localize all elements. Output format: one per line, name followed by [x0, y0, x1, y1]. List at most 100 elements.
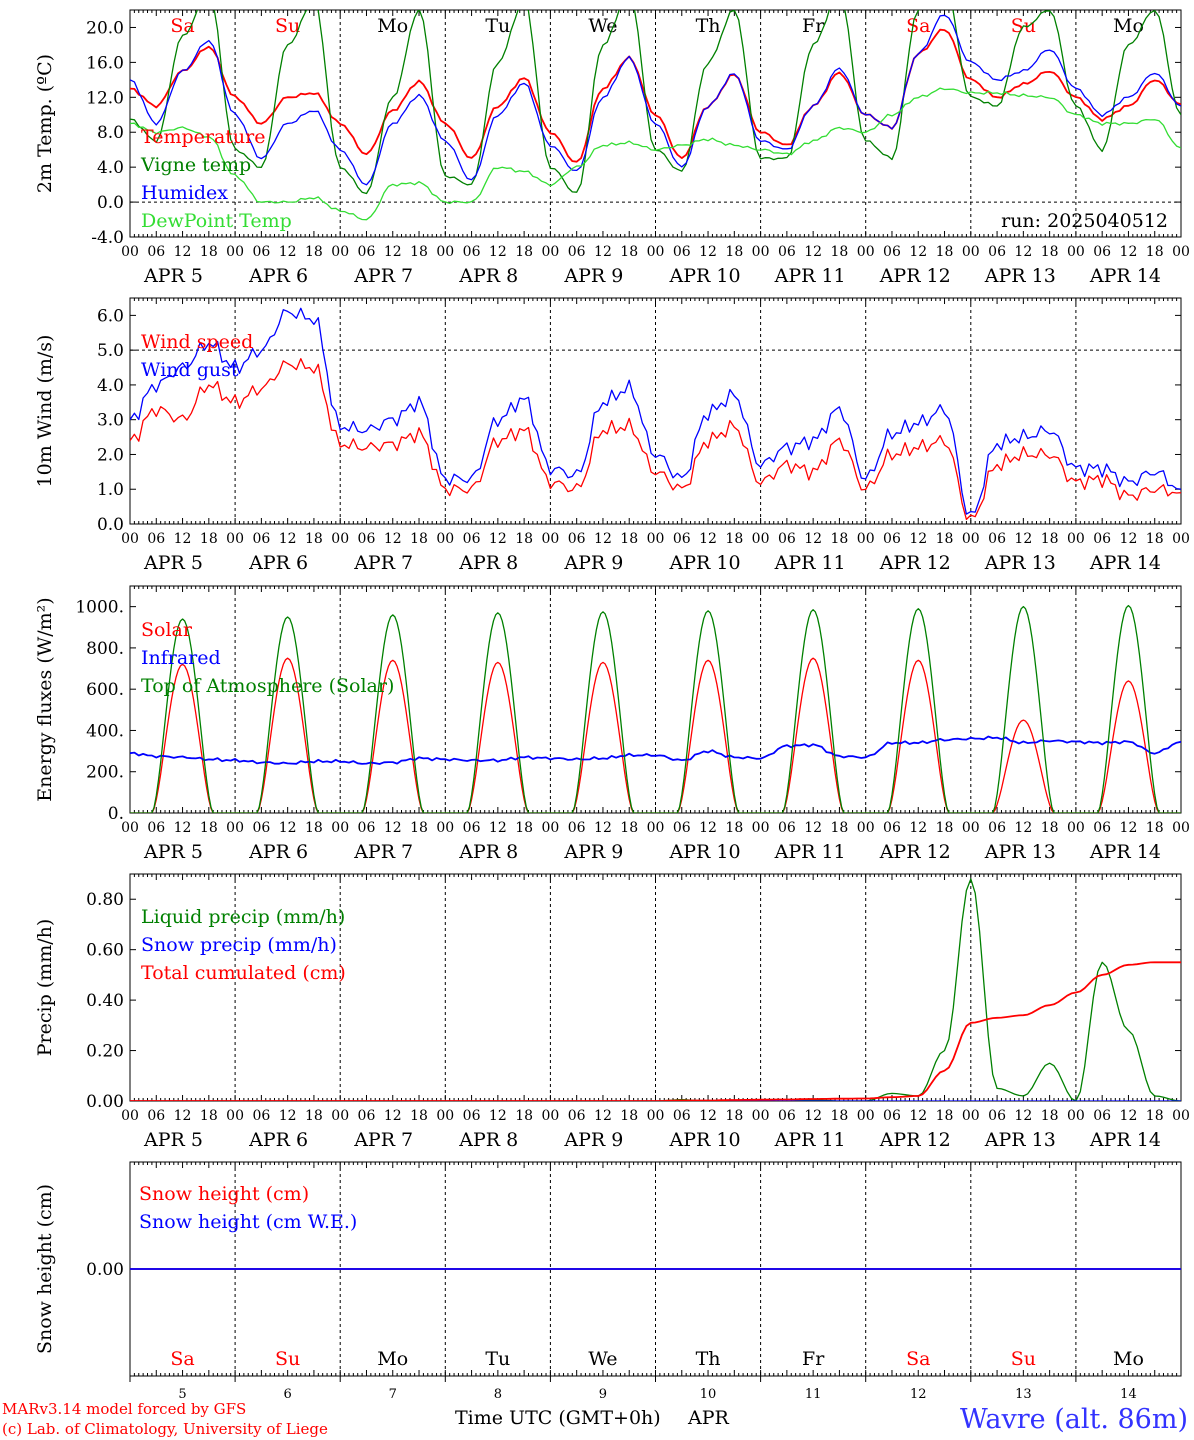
date-label: APR 8: [458, 1129, 518, 1151]
legend-temperature: Temperature: [141, 126, 265, 148]
hour-label: 18: [200, 820, 218, 836]
hour-label: 06: [568, 531, 586, 547]
hour-label: 00: [226, 531, 244, 547]
date-label: APR 14: [1089, 552, 1161, 574]
day-name: Mo: [1113, 15, 1144, 37]
y-axis-label: 2m Temp. (ºC): [34, 54, 56, 193]
date-label: APR 11: [774, 1129, 846, 1151]
hour-label: 00: [647, 1108, 665, 1124]
hour-label: 06: [252, 244, 270, 260]
hour-label: 00: [226, 820, 244, 836]
hour-label: 06: [252, 820, 270, 836]
month-label: APR: [687, 1407, 730, 1429]
hour-label: 18: [725, 244, 743, 260]
hour-label: 12: [384, 531, 402, 547]
date-label: APR 8: [458, 841, 518, 863]
legend-wind-gust: Wind gust: [141, 359, 239, 381]
hour-label: 12: [1120, 531, 1138, 547]
day-name: We: [588, 15, 617, 37]
hour-label: 18: [1146, 531, 1164, 547]
y-axis-label: Energy fluxes (W/m²): [34, 597, 56, 801]
hour-label: 18: [725, 820, 743, 836]
y-tick-label: 0.80: [86, 890, 124, 910]
hour-label: 18: [725, 531, 743, 547]
y-axis-label: Snow height (cm): [34, 1184, 56, 1354]
hour-label: 06: [673, 820, 691, 836]
precip-legend: Liquid precip (mm/h) Snow precip (mm/h) …: [141, 906, 346, 984]
hour-label: 00: [541, 244, 559, 260]
hour-label: 18: [620, 244, 638, 260]
hour-label: 18: [936, 531, 954, 547]
series-top-of-atmosphere-solar: [130, 604, 1181, 813]
hour-label: 00: [1172, 244, 1190, 260]
day-number: 5: [178, 1387, 186, 1402]
hour-label: 18: [410, 531, 428, 547]
y-axis-label: 10m Wind (m/s): [34, 335, 56, 488]
date-label: APR 5: [143, 552, 203, 574]
y-tick-label: 800.: [86, 639, 124, 659]
date-label: APR 13: [984, 841, 1056, 863]
legend-snow-height: Snow height (cm): [139, 1183, 309, 1205]
hour-label: 06: [147, 531, 165, 547]
hour-label: 00: [121, 531, 139, 547]
hour-label: 06: [1093, 531, 1111, 547]
day-name: Mo: [377, 1348, 408, 1370]
hour-label: 18: [1041, 531, 1059, 547]
hour-label: 12: [489, 820, 507, 836]
hour-label: 18: [1041, 244, 1059, 260]
date-label: APR 6: [248, 552, 308, 574]
date-label: APR 6: [248, 841, 308, 863]
hour-label: 18: [831, 820, 849, 836]
date-label: APR 6: [248, 265, 308, 287]
hour-label: 06: [147, 244, 165, 260]
y-tick-label: 4.0: [97, 158, 124, 178]
date-label: APR 7: [353, 265, 413, 287]
hour-label: 00: [647, 820, 665, 836]
hour-label: 18: [515, 244, 533, 260]
day-name: Fr: [802, 15, 825, 37]
y-tick-label: 20.0: [86, 18, 124, 38]
day-name: Th: [696, 15, 721, 37]
hour-label: 18: [200, 531, 218, 547]
day-number: 8: [494, 1387, 502, 1402]
snow-legend: Snow height (cm) Snow height (cm W.E.): [139, 1183, 357, 1233]
hour-label: 12: [699, 820, 717, 836]
hour-label: 06: [778, 820, 796, 836]
hour-label: 18: [305, 820, 323, 836]
station-name: Wavre (alt. 86m): [960, 1404, 1188, 1435]
hour-label: 06: [568, 820, 586, 836]
hour-label: 06: [252, 531, 270, 547]
hour-label: 12: [1120, 1108, 1138, 1124]
panel-5: 0.00 Snow height (cm) Sa Su Mo Tu We Th Fr Sa Su Mo…: [34, 1161, 1182, 1402]
hour-label: 00: [436, 244, 454, 260]
day-number: 10: [700, 1387, 717, 1402]
hour-label: 06: [358, 820, 376, 836]
series-dewpoint-temp: [130, 87, 1181, 221]
hour-label: 12: [909, 1108, 927, 1124]
hour-label: 06: [463, 1108, 481, 1124]
hour-label: 06: [988, 244, 1006, 260]
y-tick-label: 8.0: [97, 123, 124, 143]
hour-label: 00: [962, 820, 980, 836]
y-tick-label: 1.0: [97, 480, 124, 500]
hour-label: 12: [174, 1108, 192, 1124]
hour-label: 00: [436, 1108, 454, 1124]
date-label: APR 12: [879, 1129, 951, 1151]
hour-label: 18: [620, 820, 638, 836]
footer: MARv3.14 model forced by GFS (c) Lab. of…: [2, 1400, 1188, 1438]
hour-label: 12: [1014, 820, 1032, 836]
hour-label: 06: [147, 820, 165, 836]
day-name: Mo: [377, 15, 408, 37]
hour-label: 06: [673, 531, 691, 547]
date-label: APR 11: [774, 552, 846, 574]
date-label: APR 5: [143, 265, 203, 287]
hour-label: 18: [515, 820, 533, 836]
hour-label: 00: [1172, 1108, 1190, 1124]
y-tick-label: 0.: [108, 804, 124, 824]
date-label: APR 14: [1089, 841, 1161, 863]
hour-label: 00: [1067, 531, 1085, 547]
hour-label: 12: [594, 820, 612, 836]
hour-label: 00: [857, 1108, 875, 1124]
day-number: 13: [1015, 1387, 1032, 1402]
hour-label: 00: [1067, 1108, 1085, 1124]
